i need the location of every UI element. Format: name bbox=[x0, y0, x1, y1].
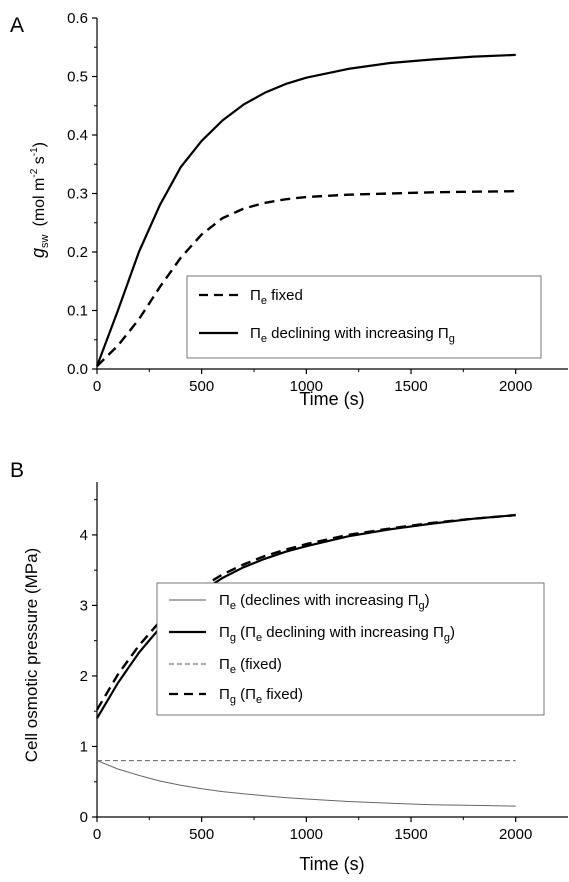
panel-b-xtick-label: 1500 bbox=[394, 826, 427, 843]
panel-a-ytick-label: 0.5 bbox=[67, 69, 88, 86]
legend-a-entry-2-sub: e bbox=[261, 333, 267, 345]
panel-b-xtick-label: 500 bbox=[189, 826, 214, 843]
legend-b-entry-2-sub3: g bbox=[444, 632, 450, 644]
panel-a-legend: Πe fixed Πe declining with increasing Πg bbox=[186, 275, 542, 359]
panel-a: A 0 500 1000 1500 20000.00.10.20.30.40.50.6 … bbox=[10, 10, 568, 409]
panel-b-plot: 0 500 1000 1500 2000 0 1 2 3 4 bbox=[80, 482, 568, 843]
panel-a-ytick-label: 0.6 bbox=[67, 10, 88, 27]
panel-b-ytick-label: 0 bbox=[80, 809, 88, 826]
panel-a-ylabel-units2: s bbox=[31, 156, 48, 168]
panel-a-legend-box bbox=[186, 275, 542, 359]
legend-b-entry-2-tail: declining with increasing Π bbox=[262, 624, 444, 641]
legend-b-entry-2-rest: (Π bbox=[236, 624, 256, 641]
panel-b-xtick-label: 0 bbox=[93, 826, 101, 843]
legend-b-entry-1-sub2: g bbox=[419, 600, 425, 612]
panel-b-ylabel: Cell osmotic pressure (MPa) bbox=[22, 548, 41, 762]
legend-b-entry-2-sub2: e bbox=[256, 632, 262, 644]
panel-a-ylabel-sub: sw bbox=[39, 234, 51, 248]
legend-a-entry-2-sub2: g bbox=[449, 333, 455, 345]
panel-a-ylabel-g: g bbox=[28, 248, 48, 258]
panel-b-legend-box bbox=[156, 582, 545, 716]
legend-a-entry-1-main: Π bbox=[250, 287, 261, 304]
panel-a-xtick-label: 0 bbox=[93, 378, 101, 395]
legend-b-entry-3-rest: (fixed) bbox=[236, 656, 282, 673]
panel-a-ylabel-units: (mol m bbox=[31, 178, 48, 227]
panel-a-ylabel-units3: ) bbox=[31, 142, 48, 147]
legend-a-entry-2: Πe declining with increasing Πg bbox=[250, 325, 455, 345]
panel-b-ytick-label: 1 bbox=[80, 738, 88, 755]
panel-a-ytick-label: 0.0 bbox=[67, 361, 88, 378]
panel-a-xtick-label: 2000 bbox=[499, 378, 532, 395]
legend-b-entry-3-main: Π bbox=[219, 656, 230, 673]
panel-a-ytick-label: 0.3 bbox=[67, 186, 88, 203]
legend-b-entry-2-main: Π bbox=[219, 624, 230, 641]
legend-b-entry-4-sub: g bbox=[230, 694, 236, 706]
legend-a-entry-1-rest: fixed bbox=[267, 287, 303, 304]
panel-a-ylabel-sup2: -1 bbox=[29, 147, 40, 156]
legend-b-entry-1-main: Π bbox=[219, 592, 230, 609]
panel-b-series-1-line bbox=[96, 760, 516, 807]
panel-a-ytick-label: 0.1 bbox=[67, 303, 88, 320]
panel-a-plot: 0 500 1000 1500 2000 0.0 0.1 0.2 0.3 0.4 0.5 0.6 bbox=[67, 10, 568, 395]
legend-b-entry-2-tail2: ) bbox=[450, 624, 455, 641]
legend-b-entry-2: Πg (Πe declining with increasing Πg) bbox=[219, 624, 455, 644]
panel-a-series-2-line bbox=[95, 53, 516, 367]
legend-b-entry-4: Πg (Πe fixed) bbox=[219, 686, 303, 706]
legend-b-entry-1: Πe (declines with increasing Πg) bbox=[219, 592, 430, 612]
panel-a-ylabel-sup1: -2 bbox=[29, 168, 40, 177]
legend-b-entry-3: Πe (fixed) bbox=[219, 656, 282, 676]
panel-b-label: B bbox=[10, 459, 24, 482]
panel-a-xtick-label: 500 bbox=[189, 378, 214, 395]
legend-b-entry-1-rest: (declines with increasing Π bbox=[236, 592, 419, 609]
panel-b-xtick-label: 1000 bbox=[290, 826, 323, 843]
panel-b-xlabel: Time (s) bbox=[299, 854, 364, 874]
legend-b-entry-3-sub: e bbox=[230, 664, 236, 676]
panel-a-label: A bbox=[10, 14, 24, 37]
panel-b-ytick-label: 3 bbox=[80, 597, 88, 614]
panel-a-xtick-label: 1500 bbox=[394, 378, 427, 395]
panel-a-ytick-label: 0.4 bbox=[67, 127, 88, 144]
legend-a-entry-2-main: Π bbox=[250, 325, 261, 342]
panel-a-ylabel: gsw (mol m-2 s-1) bbox=[28, 142, 51, 258]
panel-a-xlabel: Time (s) bbox=[299, 389, 364, 409]
legend-b-entry-4-sub2: e bbox=[256, 694, 262, 706]
panel-a-xtick-label: 1000 bbox=[290, 378, 323, 395]
panel-b-xtick-label: 2000 bbox=[499, 826, 532, 843]
panel-b-ytick-label: 2 bbox=[80, 668, 88, 685]
panel-a-ytick-label: 0.2 bbox=[67, 244, 88, 261]
legend-a-entry-1-sub: e bbox=[261, 295, 267, 307]
panel-b-legend: Πe (declines with increasing Πg) Πg (Πe … bbox=[156, 582, 545, 716]
legend-b-entry-1-sub: e bbox=[230, 600, 236, 612]
panel-b-series-2-line bbox=[96, 514, 516, 719]
legend-a-entry-1: Πe fixed bbox=[250, 287, 303, 307]
legend-b-entry-4-rest: (Π bbox=[236, 686, 256, 703]
legend-a-entry-2-rest: declining with increasing Π bbox=[267, 325, 449, 342]
legend-b-entry-4-tail: fixed) bbox=[262, 686, 303, 703]
panel-b: B 0 500 1000 1500 2000 0 1 2 3 4 Time (s) Cell os… bbox=[10, 459, 568, 874]
panel-b-ytick-label: 4 bbox=[80, 527, 88, 544]
legend-b-entry-2-sub: g bbox=[230, 632, 236, 644]
panel-a-series-1-line bbox=[96, 190, 516, 367]
legend-b-entry-1-tail: ) bbox=[425, 592, 430, 609]
legend-b-entry-4-main: Π bbox=[219, 686, 230, 703]
